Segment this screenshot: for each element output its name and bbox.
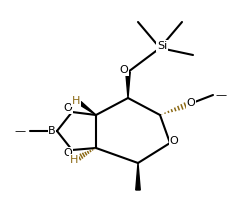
Text: —: — [215, 90, 226, 100]
Polygon shape [79, 102, 96, 115]
Text: O: O [170, 136, 178, 146]
Polygon shape [136, 163, 140, 190]
Text: B: B [48, 126, 56, 136]
Text: O: O [120, 65, 128, 75]
Text: O: O [64, 103, 72, 113]
Polygon shape [126, 72, 130, 98]
Text: H: H [72, 96, 80, 106]
Text: —: — [15, 126, 26, 136]
Text: Si: Si [157, 41, 167, 51]
Text: O: O [64, 148, 72, 158]
Text: O: O [187, 98, 195, 108]
Text: H: H [70, 155, 78, 165]
